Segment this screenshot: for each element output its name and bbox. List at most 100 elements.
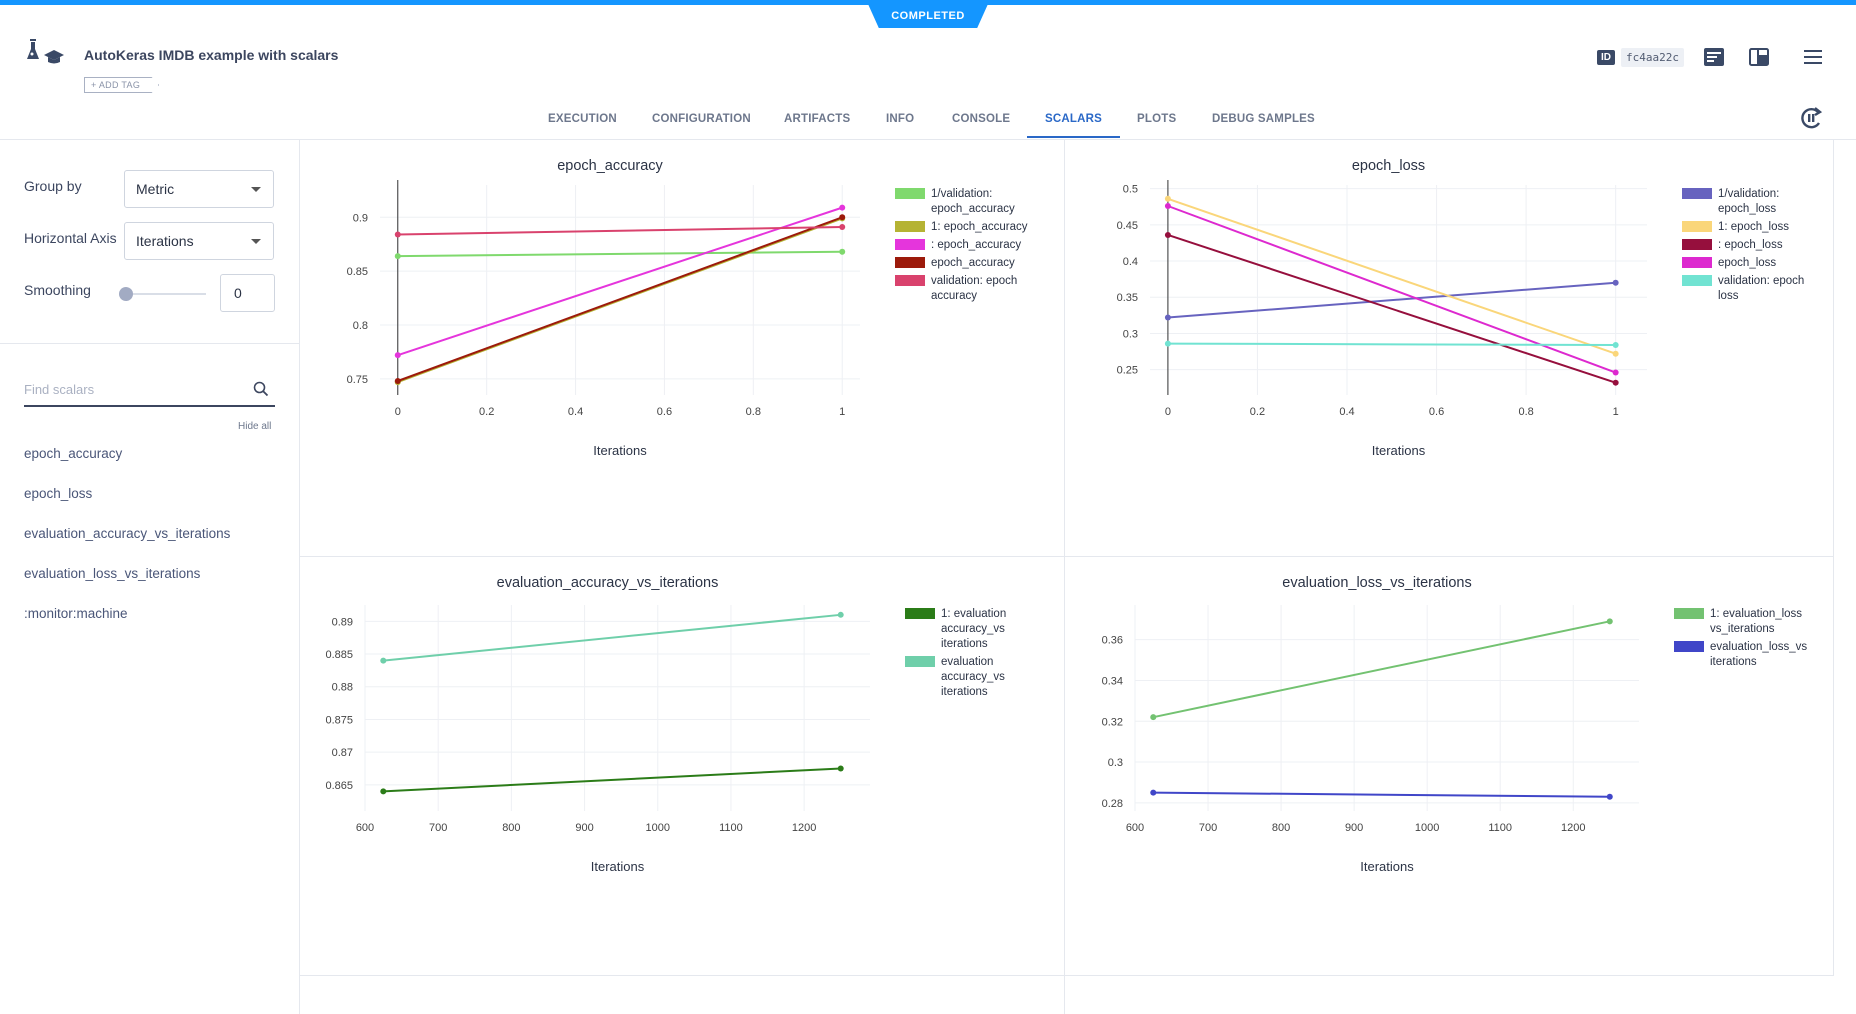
series-line [1167,205,1617,374]
legend-swatch[interactable] [1682,188,1712,199]
menu-icon[interactable] [1801,45,1825,69]
y-tick-label: 0.45 [1117,220,1138,232]
tab-console[interactable]: CONSOLE [952,113,1011,125]
legend-swatch[interactable] [1682,239,1712,250]
group-by-select[interactable]: Metric [124,170,274,208]
tab-plots[interactable]: PLOTS [1137,113,1177,125]
legend-label[interactable]: evaluation accuracy_vs iterations [941,656,1005,698]
legend-swatch[interactable] [895,221,925,232]
legend-label[interactable]: 1: evaluation_loss vs_iterations [1710,608,1802,635]
info-panel-icon[interactable] [1702,45,1726,69]
legend-swatch[interactable] [895,239,925,250]
chart-epoch-loss[interactable]: epoch_loss 0 0.2 0.4 0.6 0.8 1 0.25 0.3 0.35 0.4 0.… [1065,140,1833,556]
legend-label[interactable]: 1/validation: epoch_accuracy [931,188,1015,215]
legend-label[interactable]: 1: epoch_accuracy [931,221,1028,233]
chevron-down-icon [251,239,261,244]
chart-title: epoch_loss [1352,158,1425,174]
tab-debug-samples[interactable]: DEBUG SAMPLES [1212,113,1315,125]
series-line [397,250,843,258]
x-tick-label: 0.4 [1339,406,1354,418]
tab-scalars[interactable]: SCALARS [1027,102,1120,138]
smoothing-slider-handle[interactable] [119,287,133,301]
y-tick-label: 0.89 [332,616,353,628]
experiment-type-icon [27,39,64,64]
legend-swatch[interactable] [895,257,925,268]
data-point [394,253,401,260]
series-line [397,216,843,382]
legend-swatch[interactable] [905,656,935,667]
data-point [1606,793,1613,800]
y-tick-label: 0.3 [1123,328,1138,340]
x-tick-label: 0 [395,406,401,418]
smoothing-slider-track[interactable] [126,293,206,295]
horizontal-axis-select[interactable]: Iterations [124,222,274,260]
legend-label[interactable]: evaluation_loss_vs iterations [1710,641,1807,668]
legend-label[interactable]: epoch_loss [1718,257,1776,269]
chart-evaluation-accuracy[interactable]: evaluation_accuracy_vs_iterations 600 700 8… [300,557,1064,975]
data-point [380,788,387,795]
tab-artifacts[interactable]: ARTIFACTS [784,113,851,125]
legend-swatch[interactable] [1674,641,1704,652]
legend-swatch[interactable] [1682,275,1712,286]
legend-label[interactable]: 1/validation: epoch_loss [1718,188,1779,215]
y-tick-label: 0.88 [332,682,353,694]
x-tick-label: 1200 [1561,822,1585,834]
metric-item-epoch-loss[interactable]: epoch_loss [24,486,93,501]
chart-evaluation-loss[interactable]: evaluation_loss_vs_iterations 600 700 800 90… [1065,557,1833,975]
y-tick-label: 0.35 [1117,292,1138,304]
add-tag-button[interactable]: + ADD TAG [84,77,160,93]
legend-label[interactable]: epoch_accuracy [931,257,1015,269]
tab-configuration[interactable]: CONFIGURATION [652,113,751,125]
x-axis-label: Iterations [593,443,647,458]
legend-label[interactable]: validation: epoch loss [1718,275,1804,302]
x-tick-label: 1200 [792,822,816,834]
x-tick-label: 1000 [1415,822,1439,834]
series-line [397,206,843,357]
data-point [1612,279,1619,286]
metric-item-epoch-accuracy[interactable]: epoch_accuracy [24,446,123,461]
tab-execution[interactable]: EXECUTION [548,113,617,125]
group-by-label: Group by [24,178,82,194]
y-tick-label: 0.87 [332,747,353,759]
panel-divider [300,556,1833,557]
group-by-value: Metric [136,181,175,197]
legend-label[interactable]: 1: evaluation accuracy_vs iterations [941,608,1006,650]
legend-swatch[interactable] [895,275,925,286]
x-tick-label: 1100 [1488,822,1512,834]
y-tick-label: 0.3 [1108,757,1123,769]
x-tick-label: 0.6 [657,406,672,418]
experiment-id[interactable]: ID fc4aa22c [1597,48,1684,67]
legend-swatch[interactable] [905,608,935,619]
legend-swatch[interactable] [1674,608,1704,619]
metric-item-evaluation-loss[interactable]: evaluation_loss_vs_iterations [24,566,201,581]
x-tick-label: 0.4 [568,406,583,418]
legend-swatch[interactable] [1682,221,1712,232]
layout-toggle-icon[interactable] [1747,45,1771,69]
legend-label[interactable]: : epoch_loss [1718,239,1783,251]
hide-all-link[interactable]: Hide all [238,421,272,432]
chart-epoch-accuracy[interactable]: epoch_accuracy 0 0.2 0.4 0.6 0.8 1 0.75 0.8 0.85 0… [300,140,1064,556]
data-point [394,352,401,359]
series-line [1167,234,1616,384]
smoothing-input[interactable]: 0 [220,274,275,312]
experiment-title: AutoKeras IMDB example with scalars [84,47,339,63]
x-tick-label: 700 [1199,822,1217,834]
metric-item-evaluation-accuracy[interactable]: evaluation_accuracy_vs_iterations [24,526,231,541]
legend-label[interactable]: : epoch_accuracy [931,239,1021,251]
metric-item-monitor-machine[interactable]: :monitor:machine [24,606,128,621]
x-tick-label: 0.2 [479,406,494,418]
search-icon[interactable] [253,381,269,397]
panel-divider [300,975,1833,976]
series-line [1167,197,1616,355]
auto-refresh-icon[interactable] [1798,105,1824,131]
legend-swatch[interactable] [1682,257,1712,268]
y-tick-label: 0.5 [1123,184,1138,196]
legend-swatch[interactable] [895,188,925,199]
y-tick-label: 0.8 [353,320,368,332]
legend-label[interactable]: 1: epoch_loss [1718,221,1789,233]
search-input[interactable] [24,375,244,403]
data-point [1164,203,1171,209]
y-tick-label: 0.9 [353,212,368,224]
legend-label[interactable]: validation: epoch accuracy [931,275,1017,302]
tab-info[interactable]: INFO [886,113,915,125]
